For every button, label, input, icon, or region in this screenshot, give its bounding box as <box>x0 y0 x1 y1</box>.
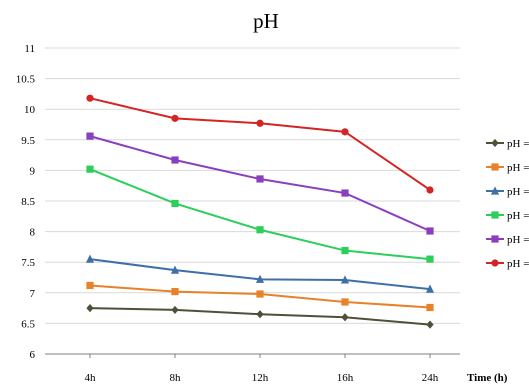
series-group <box>85 94 435 329</box>
legend-item: pH = <box>486 138 529 150</box>
x-tick-label: 16h <box>337 372 354 384</box>
series-2 <box>86 281 434 312</box>
legend-marker <box>491 259 499 267</box>
data-point <box>256 175 264 183</box>
series-3 <box>85 254 435 293</box>
legend-marker <box>491 138 499 148</box>
y-tick-label: 10 <box>24 104 36 116</box>
x-tick-label: 8h <box>170 372 182 384</box>
data-point <box>171 156 179 164</box>
data-point <box>426 186 434 194</box>
data-point <box>341 189 349 197</box>
legend-item: pH = <box>486 234 529 246</box>
y-axis-ticks: 6 6.5 7 7.5 8 8.5 9 9.5 10 10.5 11 <box>16 43 36 361</box>
x-axis-label: Time (h) <box>467 372 508 384</box>
chart-title: pH <box>253 9 279 33</box>
x-tick-label: 4h <box>85 372 97 384</box>
legend-label: pH = <box>507 162 529 174</box>
y-tick-label: 11 <box>24 43 35 55</box>
data-point <box>341 246 349 255</box>
data-point <box>341 313 349 322</box>
data-point <box>426 303 434 312</box>
legend-marker <box>491 235 499 243</box>
data-point <box>340 275 350 284</box>
legend-marker <box>491 211 499 219</box>
x-tick-label: 12h <box>252 372 269 384</box>
series-line <box>89 168 431 261</box>
series-line <box>89 258 431 291</box>
series-line <box>89 135 431 232</box>
data-point <box>170 265 180 274</box>
data-point <box>86 94 94 102</box>
legend-item: pH = <box>486 210 529 222</box>
y-tick-label: 10.5 <box>16 74 36 86</box>
data-point <box>171 114 179 122</box>
legend-label: pH = <box>507 138 529 150</box>
legend-marker <box>490 186 500 195</box>
data-point <box>256 226 264 234</box>
data-point <box>86 281 94 290</box>
legend-item: pH = <box>486 162 529 174</box>
data-point <box>426 255 434 263</box>
data-point <box>255 274 265 283</box>
grid-lines <box>45 47 460 324</box>
data-point <box>256 119 264 127</box>
y-tick-label: 8.5 <box>21 196 35 208</box>
legend-label: pH = <box>507 186 529 198</box>
data-point <box>341 298 349 306</box>
legend-item: pH = <box>486 186 529 198</box>
data-point <box>425 284 435 293</box>
data-point <box>426 227 434 235</box>
legend-label: pH = <box>507 234 529 246</box>
series-1 <box>86 304 434 329</box>
legend: pH = pH = pH = pH = pH = pH = <box>486 138 529 270</box>
legend-item: pH = <box>486 258 529 270</box>
data-point <box>86 165 94 173</box>
series-4 <box>86 165 434 263</box>
data-point <box>86 304 94 313</box>
y-tick-label: 9 <box>30 165 36 177</box>
data-point <box>86 132 94 140</box>
legend-marker <box>491 163 499 171</box>
data-point <box>256 310 264 319</box>
y-tick-label: 9.5 <box>21 135 35 147</box>
data-point <box>341 128 349 136</box>
x-axis-ticks: 4h 8h 12h 16h 24h <box>85 354 439 384</box>
legend-label: pH = <box>507 210 529 222</box>
y-tick-label: 8 <box>30 227 36 239</box>
legend-label: pH = <box>507 258 529 270</box>
series-6 <box>86 94 434 194</box>
x-tick-label: 24h <box>422 372 439 384</box>
data-point <box>171 287 179 296</box>
y-tick-label: 7 <box>30 288 36 300</box>
y-tick-label: 7.5 <box>21 257 35 269</box>
data-point <box>171 305 179 315</box>
data-point <box>171 199 179 208</box>
y-tick-label: 6.5 <box>21 318 35 330</box>
data-point <box>426 320 434 329</box>
data-point <box>85 254 95 263</box>
data-point <box>256 290 264 298</box>
y-tick-label: 6 <box>30 349 36 361</box>
series-5 <box>86 132 434 235</box>
